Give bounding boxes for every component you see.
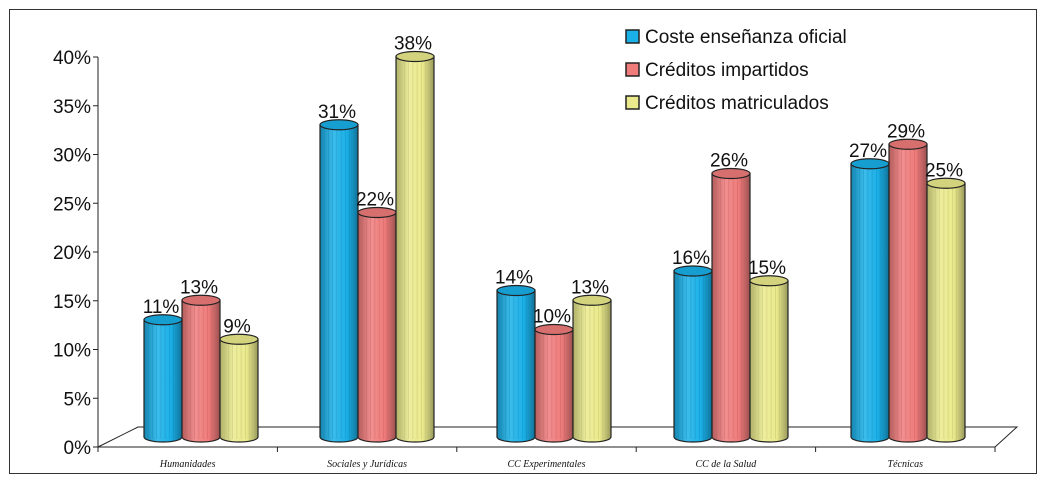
legend-label: Coste enseñanza oficial bbox=[645, 27, 847, 48]
bar bbox=[395, 50, 435, 443]
data-label: 31% bbox=[318, 102, 356, 123]
bar bbox=[888, 138, 928, 443]
x-tick-label: CC Experimentales bbox=[507, 459, 585, 470]
legend-item: Créditos matriculados bbox=[625, 93, 829, 114]
data-label: 26% bbox=[710, 151, 748, 172]
legend-swatch bbox=[625, 95, 640, 110]
legend-swatch bbox=[625, 62, 640, 77]
y-tick-label: 0% bbox=[64, 438, 92, 459]
bar bbox=[850, 158, 890, 443]
bar bbox=[673, 265, 713, 443]
legend-label: Créditos matriculados bbox=[645, 93, 829, 114]
bar bbox=[219, 333, 259, 443]
data-label: 22% bbox=[356, 190, 394, 211]
bar bbox=[496, 284, 536, 443]
data-label: 15% bbox=[748, 258, 786, 279]
bar bbox=[926, 177, 966, 443]
data-label: 16% bbox=[672, 248, 710, 269]
data-label: 29% bbox=[887, 121, 925, 142]
data-label: 25% bbox=[925, 160, 963, 181]
x-tick-label: Técnicas bbox=[888, 459, 924, 470]
y-tick-label: 30% bbox=[53, 146, 91, 167]
y-tick-label: 10% bbox=[53, 341, 91, 362]
legend: Coste enseñanza oficial Créditos impartid… bbox=[625, 27, 847, 114]
legend-item: Créditos impartidos bbox=[625, 60, 809, 81]
x-tick-label: CC de la Salud bbox=[695, 459, 757, 470]
data-label: 38% bbox=[394, 34, 432, 55]
legend-item: Coste enseñanza oficial bbox=[625, 27, 847, 48]
bar bbox=[572, 294, 612, 443]
x-tick-label: Sociales y Jurídicas bbox=[327, 459, 407, 470]
y-tick-label: 25% bbox=[53, 194, 91, 215]
data-label: 10% bbox=[533, 307, 571, 328]
bar bbox=[319, 119, 359, 443]
bar bbox=[143, 314, 183, 443]
bar bbox=[357, 206, 397, 443]
bar bbox=[711, 167, 751, 443]
data-label: 9% bbox=[223, 316, 251, 337]
bar bbox=[749, 275, 789, 443]
data-label: 14% bbox=[495, 268, 533, 289]
bar bbox=[181, 294, 221, 443]
y-tick-label: 40% bbox=[53, 48, 91, 69]
y-tick-label: 35% bbox=[53, 97, 91, 118]
bars bbox=[143, 50, 966, 443]
x-axis: Humanidades Sociales y Jurídicas CC Experi… bbox=[97, 446, 996, 470]
data-label: 27% bbox=[849, 141, 887, 162]
legend-swatch bbox=[625, 29, 640, 44]
x-tick-label: Humanidades bbox=[159, 459, 216, 470]
data-label: 13% bbox=[180, 277, 218, 298]
y-tick-label: 20% bbox=[53, 243, 91, 264]
legend-label: Créditos impartidos bbox=[645, 60, 809, 81]
data-label: 13% bbox=[571, 277, 609, 298]
bar bbox=[534, 323, 574, 443]
y-tick-label: 15% bbox=[53, 292, 91, 313]
y-tick-label: 5% bbox=[64, 389, 92, 410]
data-label: 11% bbox=[143, 297, 180, 318]
data-labels: 11%13%9%31%22%38%14%10%13%16%26%15%27%29… bbox=[143, 34, 963, 338]
y-axis: 0% 5% 10% 15% 20% 25% 30% 35% 40% bbox=[53, 48, 99, 459]
